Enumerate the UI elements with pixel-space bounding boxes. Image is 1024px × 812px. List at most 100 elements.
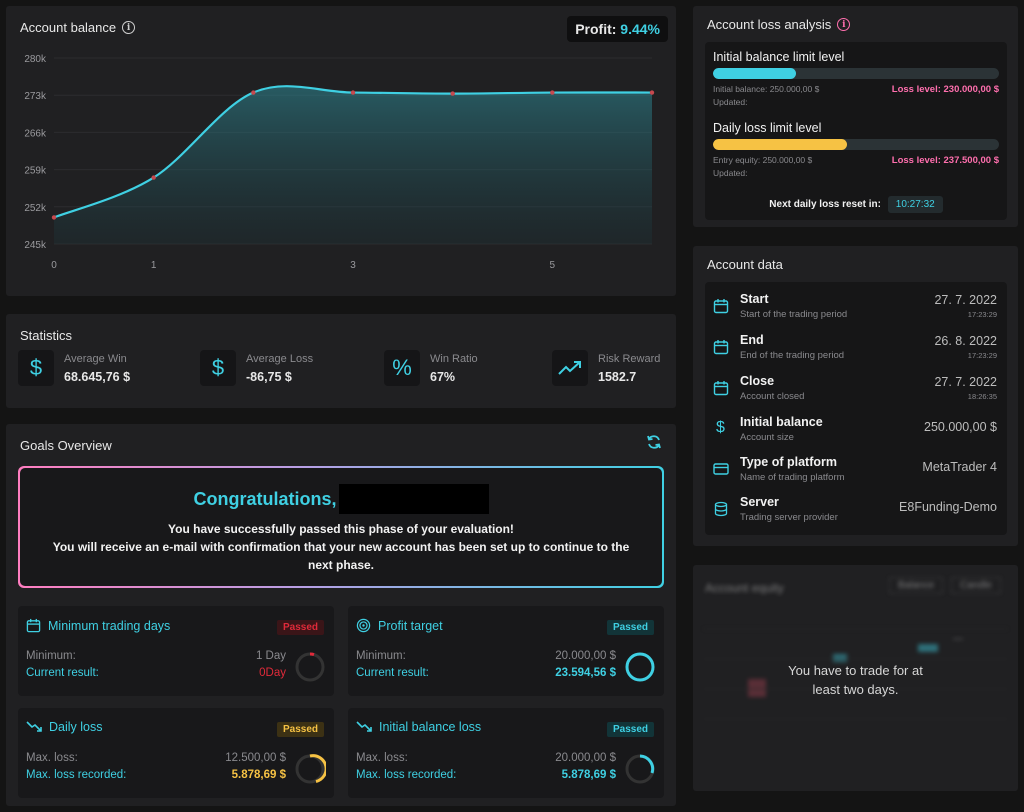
status-badge: Passed (276, 620, 324, 635)
stat-average-loss: $ Average Loss -86,75 $ (200, 350, 313, 386)
congratulations-banner: Congratulations, You have successfully p… (18, 466, 664, 588)
stat-label: Win Ratio (430, 352, 478, 365)
dollar-icon: $ (18, 350, 54, 386)
stat-win-ratio: % Win Ratio 67% (384, 350, 478, 386)
goal-value-current: 0Day (259, 667, 286, 679)
data-time: 17:23:29 (967, 351, 997, 360)
goal-label-minimum: Minimum: (26, 650, 76, 662)
congratulations-message: You have successfully passed this phase … (20, 520, 662, 574)
data-point (251, 90, 256, 95)
data-time: 17:23:29 (967, 310, 997, 319)
data-value: 250.000,00 $ (924, 420, 997, 434)
equity-message-line1: You have to trade for at (788, 663, 923, 678)
data-point (550, 90, 555, 95)
account-balance-panel: Account balance i Profit: 9.44% 280k 273k… (6, 6, 676, 296)
y-tick-label: 259k (24, 166, 47, 177)
goal-daily-loss: Daily loss Passed Max. loss: Max. loss r… (18, 708, 334, 798)
goal-value-recorded: 5.878,69 $ (231, 769, 286, 781)
daily-limit-title: Daily loss limit level (713, 121, 822, 135)
trending-down-icon (26, 721, 42, 732)
data-sub: Account closed (740, 391, 805, 402)
dollar-icon: $ (716, 419, 725, 436)
credit-card-icon (713, 463, 729, 475)
initial-limit-bar (713, 68, 999, 79)
goal-label-minimum: Minimum: (356, 650, 406, 662)
data-sub: Start of the trading period (740, 309, 848, 320)
goal-title: Minimum trading days (26, 618, 170, 633)
goal-title-text: Daily loss (49, 720, 103, 734)
account-data-row-end: End End of the trading period 26. 8. 202… (705, 329, 1007, 365)
goal-label-recorded: Max. loss recorded: (26, 769, 127, 781)
profit-value: 9.44% (620, 21, 660, 37)
goal-title: Daily loss (26, 720, 103, 734)
goal-value-max: 20.000,00 $ (555, 752, 616, 764)
goal-label-max: Max. loss: (356, 752, 408, 764)
goal-title-text: Minimum trading days (48, 618, 171, 633)
goal-value-minimum: 20.000,00 $ (555, 650, 616, 662)
goal-value-current: 23.594,56 $ (555, 667, 616, 679)
trending-up-icon (552, 350, 588, 386)
daily-updated-text: Updated: (713, 168, 748, 178)
data-point (350, 90, 356, 95)
x-tick-label: 5 (550, 260, 556, 271)
data-label: Type of platform (740, 455, 837, 469)
loss-analysis-label: Account loss analysis (707, 17, 832, 32)
info-icon[interactable]: i (837, 18, 851, 31)
goal-title: Profit target (356, 618, 443, 633)
data-value: 27. 7. 2022 (934, 375, 997, 389)
account-data-row-start: Start Start of the trading period 27. 7.… (705, 288, 1007, 324)
data-label: Close (740, 374, 775, 388)
data-time: 18:26:35 (967, 392, 997, 401)
stat-label: Risk Reward (598, 352, 661, 365)
daily-reset-timer: 10:27:32 (887, 196, 943, 213)
refresh-icon[interactable] (646, 434, 662, 455)
tab-balance[interactable]: Balance (889, 577, 944, 594)
progress-ring (295, 754, 326, 784)
statistics-title: Statistics (20, 328, 73, 343)
account-data-row-close: Close Account closed 27. 7. 2022 18:26:3… (705, 370, 1007, 406)
data-point (51, 215, 57, 220)
info-icon[interactable]: i (122, 21, 136, 34)
stat-value: 1582.7 (598, 369, 637, 384)
goal-value-minimum: 1 Day (255, 650, 286, 662)
y-tick-label: 245k (24, 240, 47, 251)
initial-balance-text: Initial balance: 250.000,00 $ (713, 84, 820, 94)
balance-chart: 280k 273k 266k 259k 252k 245k 0 1 3 5 (24, 54, 655, 271)
statistics-panel: Statistics $ Average Win 68.645,76 $ $ A… (6, 314, 676, 408)
x-tick-label: 1 (151, 260, 157, 271)
data-label: End (740, 333, 764, 347)
loss-analysis-box: Initial balance limit level Initial bala… (705, 42, 1007, 220)
dollar-icon: $ (200, 350, 236, 386)
goal-title-text: Profit target (378, 618, 443, 633)
goal-value-max: 12.500,00 $ (225, 752, 286, 764)
stat-label: Average Loss (246, 352, 314, 365)
account-data-panel: Account data Start Start of the trading … (693, 246, 1018, 546)
tab-candle[interactable]: Candle (951, 577, 1001, 594)
goal-title-text: Initial balance loss (379, 720, 482, 734)
goals-overview-panel: Goals Overview Congratulations, You have… (6, 424, 676, 806)
data-label: Initial balance (740, 415, 823, 429)
daily-limit-bar-fill (713, 139, 848, 150)
account-data-row-server: Server Trading server provider E8Funding… (705, 491, 1007, 527)
initial-limit-bar-fill (713, 68, 796, 79)
account-data-title: Account data (707, 257, 783, 272)
data-point (649, 90, 655, 95)
goal-title: Initial balance loss (356, 720, 481, 734)
goal-label-max: Max. loss: (26, 752, 78, 764)
equity-message-line2: least two days. (812, 682, 899, 697)
data-sub: Trading server provider (740, 512, 838, 523)
goal-label-current: Current result: (356, 667, 429, 679)
congratulations-line2: You will receive an e-mail with confirma… (52, 540, 630, 572)
progress-ring (625, 754, 655, 784)
progress-ring (295, 652, 325, 682)
calendar-icon (26, 618, 41, 633)
data-value: MetaTrader 4 (922, 460, 997, 474)
data-sub: Account size (740, 432, 794, 443)
congratulations-title: Congratulations, (194, 484, 489, 514)
database-icon (714, 501, 728, 517)
equity-title: Account equity (705, 581, 784, 595)
daily-reset-label: Next daily loss reset in: (769, 199, 881, 210)
y-tick-label: 280k (24, 54, 47, 65)
x-tick-label: 3 (350, 260, 356, 271)
stat-label: Average Win (64, 352, 127, 365)
